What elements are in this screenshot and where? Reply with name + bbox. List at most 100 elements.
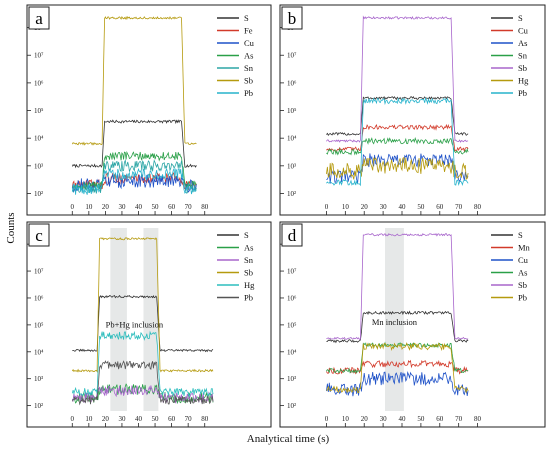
legend-label: S xyxy=(518,13,523,23)
x-tick-label: 70 xyxy=(185,203,193,211)
x-tick-label: 0 xyxy=(71,415,75,423)
legend-label: Cu xyxy=(518,255,529,265)
y-tick-label: 10⁶ xyxy=(287,79,297,87)
y-tick-label: 10² xyxy=(287,402,296,410)
legend-label: Fe xyxy=(244,26,253,36)
y-tick-label: 10³ xyxy=(287,375,296,383)
panel-letter-box xyxy=(281,6,303,30)
y-tick-label: 10³ xyxy=(34,162,43,170)
x-tick-label: 70 xyxy=(455,203,463,211)
x-tick-label: 40 xyxy=(135,203,143,211)
y-tick-label: 10⁴ xyxy=(287,135,297,143)
legend-label: Hg xyxy=(244,280,255,290)
y-tick-label: 10⁵ xyxy=(287,107,297,115)
x-tick-label: 60 xyxy=(168,415,176,423)
panel-letter-box xyxy=(281,223,303,247)
x-tick-label: 50 xyxy=(152,415,160,423)
panel-frame xyxy=(279,221,546,428)
inclusion-annotation: Mn inclusion xyxy=(372,317,418,327)
panel-a: 0102030405060708010²10³10⁴10⁵10⁶10⁷10⁸SF… xyxy=(26,4,272,216)
x-tick-label: 70 xyxy=(185,415,193,423)
legend-label: As xyxy=(244,243,253,253)
series-line-as xyxy=(72,150,197,191)
panel-letter-box xyxy=(28,6,50,30)
panel-letter-box xyxy=(28,223,50,247)
x-tick-label: 20 xyxy=(361,203,369,211)
legend-label: Mn xyxy=(518,243,531,253)
panel-frame xyxy=(26,4,272,216)
panel-letter: b xyxy=(288,9,297,28)
legend-label: Sn xyxy=(244,63,254,73)
x-tick-label: 60 xyxy=(436,415,444,423)
y-tick-label: 10⁷ xyxy=(34,268,44,276)
legend-label: S xyxy=(244,13,249,23)
legend-label: As xyxy=(518,268,527,278)
y-tick-label: 10⁶ xyxy=(34,79,44,87)
series-line-hg xyxy=(71,330,214,398)
y-tick-label: 10⁴ xyxy=(34,135,44,143)
series-line-cu xyxy=(326,123,469,153)
x-tick-label: 0 xyxy=(325,203,329,211)
y-tick-label: 10³ xyxy=(34,375,43,383)
y-tick-label: 10² xyxy=(34,190,43,198)
x-tick-label: 30 xyxy=(118,415,126,423)
series-line-pb xyxy=(326,97,469,187)
x-tick-label: 30 xyxy=(380,415,388,423)
x-tick-label: 50 xyxy=(417,203,425,211)
panel-frame xyxy=(279,4,546,216)
series-line-sb xyxy=(71,15,197,146)
series-line-s xyxy=(326,95,469,137)
series-line-s xyxy=(71,119,197,169)
y-tick-label: 10⁷ xyxy=(287,52,297,60)
series-line-s xyxy=(72,294,214,353)
series-line-sn xyxy=(71,158,197,194)
series-line-pb xyxy=(71,167,197,195)
legend-label: Pb xyxy=(518,293,527,303)
series-line-as xyxy=(326,153,469,184)
x-tick-label: 50 xyxy=(152,203,160,211)
y-tick-label: 10⁶ xyxy=(287,294,297,302)
x-tick-label: 40 xyxy=(399,415,407,423)
y-tick-label: 10² xyxy=(34,402,43,410)
x-tick-label: 50 xyxy=(417,415,425,423)
legend-label: Cu xyxy=(518,26,529,36)
legend-label: Sb xyxy=(244,76,253,86)
x-tick-label: 70 xyxy=(455,415,463,423)
legend-label: Sb xyxy=(244,268,253,278)
series-line-mn xyxy=(326,359,469,375)
series-line-pb xyxy=(326,342,469,394)
panel-letter: a xyxy=(35,9,43,28)
panel-d: 0102030405060708010²10³10⁴10⁵10⁶10⁷10⁸Mn… xyxy=(279,221,546,428)
series-line-cu xyxy=(326,370,469,397)
series-line-pb xyxy=(71,360,214,406)
series-line-sn xyxy=(326,137,469,156)
x-tick-label: 10 xyxy=(85,415,93,423)
series-line-hg xyxy=(326,156,469,180)
series-line-sb xyxy=(326,232,469,340)
y-axis-title: Counts xyxy=(5,212,17,243)
legend-label: Pb xyxy=(244,88,253,98)
legend-label: Cu xyxy=(244,38,255,48)
y-tick-label: 10⁴ xyxy=(287,348,297,356)
x-tick-label: 30 xyxy=(118,203,126,211)
x-tick-label: 80 xyxy=(474,203,482,211)
x-tick-label: 10 xyxy=(342,415,350,423)
x-tick-label: 20 xyxy=(102,415,110,423)
legend-label: Pb xyxy=(244,293,253,303)
panel-c: 0102030405060708010²10³10⁴10⁵10⁶10⁷10⁸Pb… xyxy=(26,221,272,428)
legend-label: Hg xyxy=(518,76,529,86)
legend-label: Sb xyxy=(518,63,527,73)
legend-label: S xyxy=(518,230,523,240)
x-tick-label: 40 xyxy=(399,203,407,211)
x-tick-label: 60 xyxy=(168,203,176,211)
x-tick-label: 10 xyxy=(85,203,93,211)
x-tick-label: 0 xyxy=(71,203,75,211)
panel-b: 0102030405060708010²10³10⁴10⁵10⁶10⁷10⁸SC… xyxy=(279,4,546,216)
series-line-s xyxy=(326,310,469,344)
y-tick-label: 10⁵ xyxy=(34,107,44,115)
series-line-sb xyxy=(71,237,214,373)
y-tick-label: 10² xyxy=(287,190,296,198)
legend-label: Sb xyxy=(518,280,527,290)
x-tick-label: 80 xyxy=(201,203,209,211)
series-line-sb xyxy=(326,15,469,143)
